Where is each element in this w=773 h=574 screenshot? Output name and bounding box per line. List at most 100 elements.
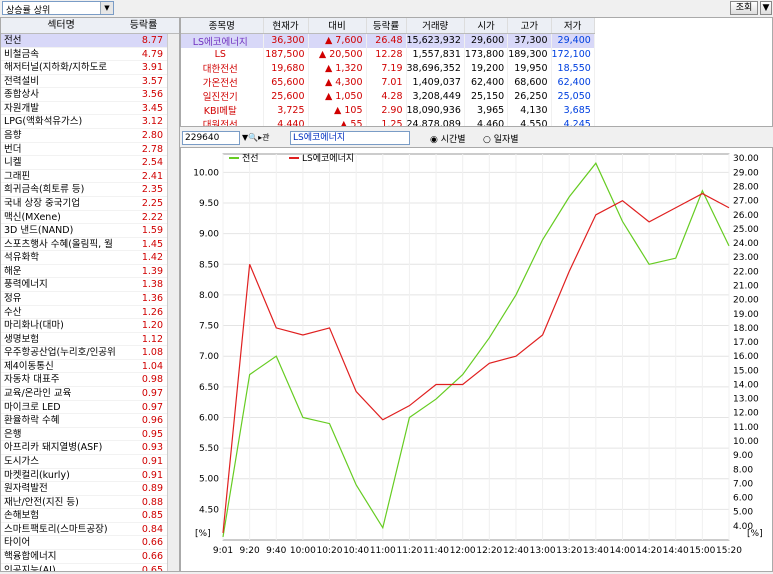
x-tick-label: 10:00 xyxy=(290,546,316,556)
stock-cell: 3,725 xyxy=(263,103,309,117)
right-tick-label: 6.00 xyxy=(733,494,753,504)
sector-row[interactable]: 해저터널(지하화/지하도로 3.91 xyxy=(1,61,179,75)
sector-rate: 0.65 xyxy=(141,564,163,572)
sector-row[interactable]: 아프리카 돼지열병(ASF) 0.93 xyxy=(1,441,179,455)
menu-arrow-button[interactable]: ▼ xyxy=(760,1,772,15)
left-tick-label: 10.00 xyxy=(193,168,219,178)
sector-rate: 3.91 xyxy=(141,62,163,74)
sector-row[interactable]: 환율하락 수혜 0.96 xyxy=(1,414,179,428)
sector-row[interactable]: 3D 낸드(NAND) 1.59 xyxy=(1,224,179,238)
left-tick-label: 8.00 xyxy=(199,291,219,301)
sector-row[interactable]: 석유화학 1.42 xyxy=(1,251,179,265)
sector-row[interactable]: 스포츠행사 수혜(올림픽, 월 1.45 xyxy=(1,238,179,252)
stock-cell: 189,300 xyxy=(507,47,552,61)
stock-header[interactable]: 등락률 xyxy=(366,18,407,34)
sector-row[interactable]: 타이어 0.66 xyxy=(1,536,179,550)
sector-rate: 3.56 xyxy=(141,89,163,101)
stock-row[interactable]: 일진전기 25,600 ▲ 1,050 4.28 3,208,449 25,150 26,2… xyxy=(181,89,595,103)
sector-row[interactable]: 우주항공산업(누리호/인공위 1.08 xyxy=(1,346,179,360)
stock-code-input[interactable]: 229640 xyxy=(182,131,240,145)
sector-name: 니켈 xyxy=(4,157,22,169)
sector-row[interactable]: 풍력에너지 1.38 xyxy=(1,278,179,292)
sector-name: 국내 상장 중국기업 xyxy=(4,197,80,209)
sector-row[interactable]: 마이크로 LED 0.97 xyxy=(1,401,179,415)
sector-row[interactable]: 생명보험 1.12 xyxy=(1,333,179,347)
stock-header[interactable]: 종목명 xyxy=(181,18,264,34)
x-tick-label: 15:00 xyxy=(689,546,715,556)
sector-rate: 0.89 xyxy=(141,483,163,495)
sector-row[interactable]: 원자력발전 0.89 xyxy=(1,482,179,496)
stock-header[interactable]: 거래량 xyxy=(406,18,465,34)
sector-row[interactable]: 은행 0.95 xyxy=(1,428,179,442)
sector-row[interactable]: 도시가스 0.91 xyxy=(1,455,179,469)
sector-rate: 2.78 xyxy=(141,143,163,155)
stock-row[interactable]: 가온전선 65,600 ▲ 4,300 7.01 1,409,037 62,400 68,6… xyxy=(181,75,595,89)
sector-row[interactable]: 인공지능(AI) 0.65 xyxy=(1,564,179,572)
sector-name-header[interactable]: 섹터명 xyxy=(47,20,75,31)
sector-row[interactable]: 니켈 2.54 xyxy=(1,156,179,170)
sector-row[interactable]: 수산 1.26 xyxy=(1,306,179,320)
radio-day[interactable]: ○ 일자별 xyxy=(483,135,519,145)
sector-row[interactable]: 손해보험 0.85 xyxy=(1,509,179,523)
stock-name-field[interactable]: LS에코에너지 xyxy=(290,131,410,145)
sector-row[interactable]: 마리화나(대마) 1.20 xyxy=(1,319,179,333)
stock-row[interactable]: 대원전선 4,440 ▲ 55 1.25 24,878,089 4,460 4,550 4,2… xyxy=(181,117,595,126)
sector-row[interactable]: 자원개발 3.45 xyxy=(1,102,179,116)
sector-row[interactable]: 종합상사 3.56 xyxy=(1,88,179,102)
stock-cell: 62,400 xyxy=(551,75,595,89)
stock-cell: 26,250 xyxy=(507,89,552,103)
sector-row[interactable]: 교육/온라인 교육 0.97 xyxy=(1,387,179,401)
stock-header[interactable]: 저가 xyxy=(551,18,595,34)
sector-row[interactable]: 해운 1.39 xyxy=(1,265,179,279)
sector-row[interactable]: 번더 2.78 xyxy=(1,143,179,157)
left-tick-label: 9.00 xyxy=(199,230,219,240)
right-tick-label: 25.00 xyxy=(733,225,759,235)
x-tick-label: 12:20 xyxy=(476,546,502,556)
right-tick-label: 28.00 xyxy=(733,183,759,193)
sector-row[interactable]: 핵융합에너지 0.66 xyxy=(1,550,179,564)
search-icon[interactable]: ▼🔍▸관 xyxy=(242,133,270,142)
sector-row[interactable]: 마켓컬리(kurly) 0.91 xyxy=(1,469,179,483)
right-tick-label: 10.00 xyxy=(733,437,759,447)
query-button[interactable]: 조회 xyxy=(730,1,758,15)
sector-rate-header[interactable]: 등락률 xyxy=(129,20,158,31)
sector-rate: 0.66 xyxy=(141,550,163,562)
sector-row[interactable]: 전선 8.77 xyxy=(1,34,179,48)
sector-row[interactable]: 재난/안전(지진 등) 0.88 xyxy=(1,496,179,510)
sector-name: 자원개발 xyxy=(4,102,39,114)
chevron-down-icon[interactable]: ▼ xyxy=(100,2,113,14)
stock-header[interactable]: 시가 xyxy=(464,18,509,34)
sector-rate: 0.84 xyxy=(141,523,163,535)
sector-row[interactable]: 국내 상장 중국기업 2.25 xyxy=(1,197,179,211)
sector-row[interactable]: 그래핀 2.41 xyxy=(1,170,179,184)
right-tick-label: 15.00 xyxy=(733,366,759,376)
sector-scrollbar[interactable] xyxy=(167,34,179,571)
sector-row[interactable]: 자동차 대표주 0.98 xyxy=(1,373,179,388)
stock-header[interactable]: 고가 xyxy=(507,18,552,34)
stock-row[interactable]: 대한전선 19,680 ▲ 1,320 7.19 38,696,352 19,200 19,… xyxy=(181,61,595,75)
stock-header[interactable]: 대비 xyxy=(308,18,367,34)
sector-header: 섹터명 등락률 xyxy=(1,18,179,34)
sector-name: 종합상사 xyxy=(4,89,39,101)
filter-select[interactable]: 상승률 상위 ▼ xyxy=(2,1,114,16)
sector-row[interactable]: 스마트팩토리(스마트공장) 0.84 xyxy=(1,523,179,537)
sector-rate: 2.80 xyxy=(141,130,163,142)
stock-cell: 4,440 xyxy=(263,117,309,126)
sector-rate: 2.54 xyxy=(141,157,163,169)
sector-row[interactable]: 전력설비 3.57 xyxy=(1,75,179,89)
sector-name: 은행 xyxy=(4,428,22,440)
stock-row[interactable]: LS 187,500 ▲ 20,500 12.28 1,557,831 173,800 18… xyxy=(181,47,595,61)
sector-row[interactable]: 음향 2.80 xyxy=(1,129,179,143)
sector-row[interactable]: LPG(액화석유가스) 3.12 xyxy=(1,115,179,130)
sector-row[interactable]: 맥신(MXene) 2.22 xyxy=(1,211,179,225)
sector-row[interactable]: 정유 1.36 xyxy=(1,292,179,306)
sector-row[interactable]: 제4이동통신 1.04 xyxy=(1,360,179,374)
sector-row[interactable]: 비철금속 4.79 xyxy=(1,48,179,62)
stock-row[interactable]: KBI메탈 3,725 ▲ 105 2.90 18,090,936 3,965 4,130 3… xyxy=(181,103,595,117)
stock-header[interactable]: 현재가 xyxy=(263,18,309,34)
sector-rate: 3.12 xyxy=(141,116,163,128)
sector-row[interactable]: 희귀금속(희토류 등) 2.35 xyxy=(1,183,179,197)
radio-time[interactable]: ◉ 시간별 xyxy=(430,135,466,145)
sector-rate: 1.08 xyxy=(141,347,163,359)
stock-row[interactable]: LS에코에너지 36,300 ▲ 7,600 26.48 15,623,932 29,60… xyxy=(181,33,595,48)
